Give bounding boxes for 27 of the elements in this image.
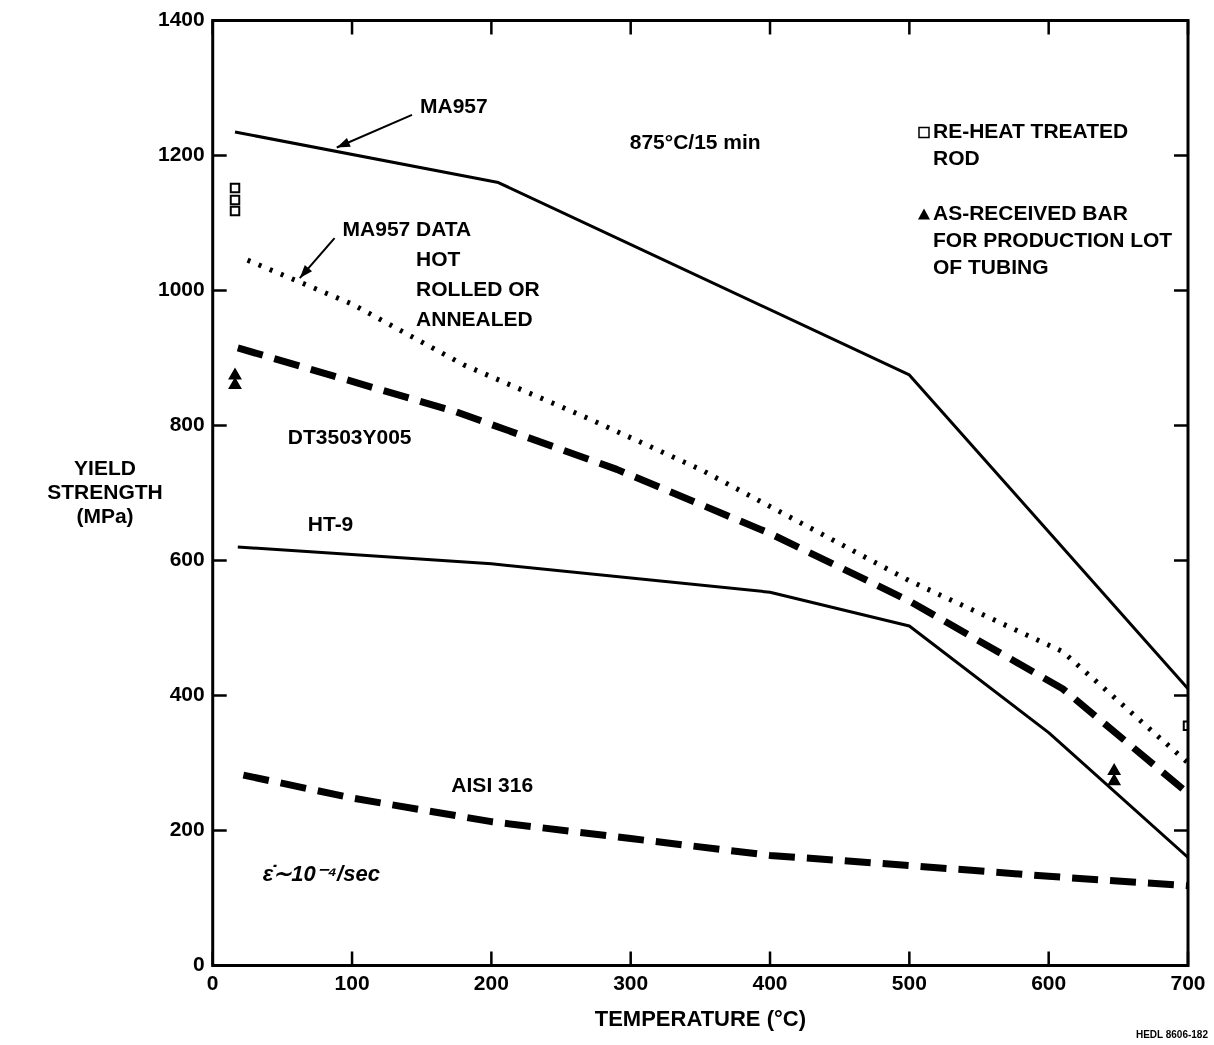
x-axis-title: TEMPERATURE (°C) — [594, 1005, 806, 1031]
x-tick-label: 500 — [891, 970, 927, 994]
legend-label: MA957 DATA HOT ROLLED OR ANNEALED — [342, 216, 540, 330]
y-tick-label: 600 — [169, 547, 205, 571]
series-label: AISI 316 — [451, 773, 534, 797]
y-tick-label: 1200 — [158, 142, 205, 166]
y-tick-label: 400 — [169, 682, 205, 706]
y-tick-label: 1000 — [158, 277, 205, 301]
series-label: HT-9 — [307, 511, 354, 535]
legend-label: RE-HEAT TREATED ROD — [933, 119, 1129, 170]
legend-label: AS-RECEIVED BAR FOR PRODUCTION LOT OF TUBING — [933, 201, 1173, 279]
y-tick-label: 200 — [169, 817, 205, 841]
annotation: 875°C/15 min — [629, 130, 761, 154]
x-tick-label: 400 — [752, 970, 788, 994]
text: MA957 — [420, 93, 488, 117]
text: HEDL 8606-182 — [1135, 1029, 1209, 1041]
x-tick-label: 200 — [473, 970, 509, 994]
y-tick-label: 800 — [169, 412, 205, 436]
x-tick-label: 700 — [1170, 970, 1206, 994]
annotation: ε̇∼10⁻⁴/sec — [262, 861, 380, 887]
x-tick-label: 300 — [613, 970, 649, 994]
x-tick-label: 100 — [334, 970, 370, 994]
y-tick-label: 1400 — [158, 7, 205, 31]
x-tick-label: 600 — [1031, 970, 1067, 994]
series-label: DT3503Y005 — [287, 424, 412, 448]
y-axis-title: YIELD STRENGTH (MPa) — [47, 455, 163, 527]
y-tick-label: 0 — [193, 952, 205, 976]
